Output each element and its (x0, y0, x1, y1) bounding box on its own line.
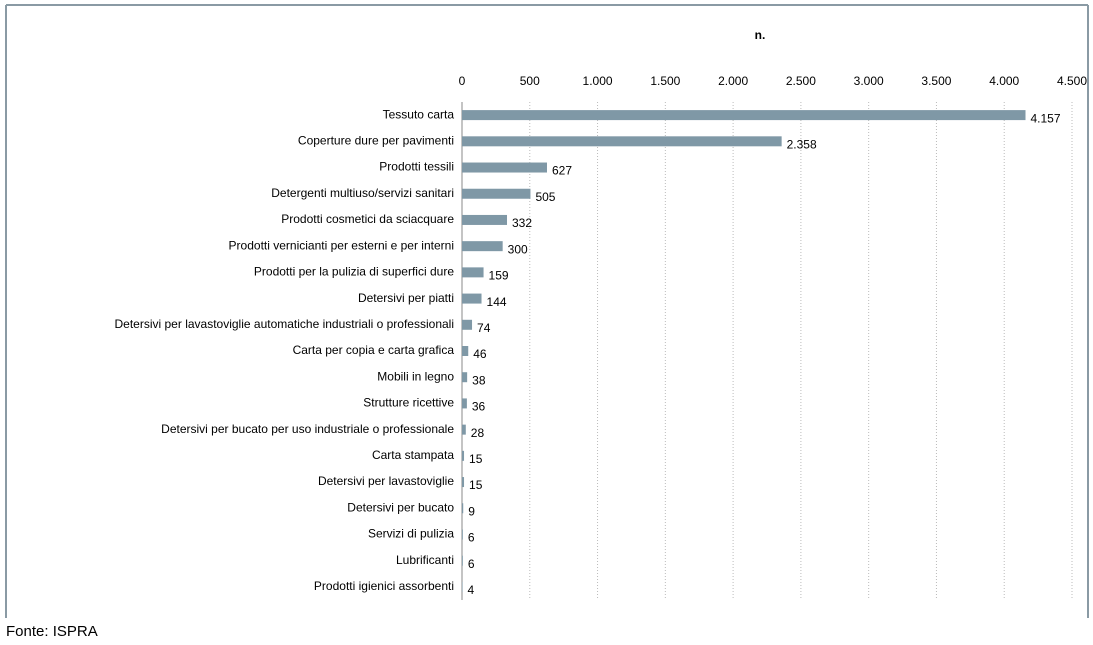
bar (462, 372, 468, 383)
bar (462, 398, 467, 409)
value-label: 144 (487, 295, 507, 309)
x-tick-label: 3.500 (921, 74, 951, 88)
bar (462, 529, 463, 540)
x-tick-label: 3.000 (854, 74, 884, 88)
bar (462, 162, 547, 173)
value-label: 36 (472, 400, 486, 414)
bar (462, 293, 482, 304)
y-tick-label: Detersivi per bucato per uso industriale… (161, 422, 454, 436)
value-label: 15 (469, 452, 483, 466)
y-tick-label: Carta per copia e carta grafica (293, 343, 455, 357)
y-tick-label: Detersivi per lavastoviglie (318, 474, 454, 488)
value-label: 9 (468, 504, 475, 518)
x-tick-label: 1.500 (650, 74, 680, 88)
y-tick-label: Servizi di pulizia (368, 527, 454, 541)
value-label: 15 (469, 478, 483, 492)
y-tick-label: Coperture dure per pavimenti (298, 133, 454, 147)
value-label: 28 (471, 426, 485, 440)
value-label: 300 (508, 242, 528, 256)
x-tick-label: 0 (459, 74, 466, 88)
x-tick-label: 2.500 (786, 74, 816, 88)
value-label: 4.157 (1031, 111, 1061, 125)
y-tick-label: Lubrificanti (396, 553, 454, 567)
bar (462, 555, 463, 566)
value-label: 332 (512, 216, 532, 230)
bar (462, 346, 469, 356)
value-label: 38 (472, 373, 486, 387)
y-tick-label: Prodotti cosmetici da sciacquare (281, 212, 454, 226)
y-tick-label: Mobili in legno (377, 369, 454, 383)
x-tick-label: 500 (520, 74, 540, 88)
value-label: 6 (468, 531, 475, 545)
value-label: 627 (552, 164, 572, 178)
bar (462, 241, 503, 252)
value-label: 505 (535, 190, 555, 204)
value-label: 46 (473, 347, 487, 361)
y-tick-label: Strutture ricettive (363, 396, 454, 410)
y-tick-label: Prodotti vernicianti per esterni e per i… (229, 238, 454, 252)
y-tick-label: Detersivi per piatti (358, 291, 454, 305)
value-label: 74 (477, 321, 491, 335)
bar (462, 424, 466, 435)
bar (462, 581, 463, 592)
x-tick-label: 4.000 (989, 74, 1019, 88)
y-tick-label: Tessuto carta (383, 107, 455, 121)
bar (462, 477, 465, 488)
bar (462, 188, 531, 199)
value-label: 2.358 (787, 137, 817, 151)
x-tick-label: 4.500 (1057, 74, 1087, 88)
y-tick-label: Prodotti tessili (379, 160, 454, 174)
y-tick-label: Prodotti per la pulizia di superfici dur… (254, 265, 454, 279)
value-label: 159 (489, 269, 509, 283)
x-tick-label: 1.000 (583, 74, 613, 88)
y-tick-label: Detersivi per bucato (347, 500, 454, 514)
value-label: 4 (468, 583, 475, 597)
axis-label: n. (755, 28, 766, 42)
y-tick-label: Detersivi per lavastoviglie automatiche … (115, 317, 455, 331)
y-tick-label: Prodotti igienici assorbenti (314, 579, 454, 593)
bar (462, 503, 464, 514)
y-tick-label: Detergenti multiuso/servizi sanitari (271, 186, 454, 200)
x-tick-label: 2.000 (718, 74, 748, 88)
source: Fonte: ISPRA (6, 623, 98, 640)
y-tick-label: Carta stampata (372, 448, 454, 462)
bar (462, 136, 782, 147)
value-label: 6 (468, 557, 475, 571)
bar (462, 319, 473, 330)
bar (462, 110, 1026, 121)
bar (462, 214, 508, 225)
bar (462, 450, 465, 461)
bar (462, 267, 484, 278)
